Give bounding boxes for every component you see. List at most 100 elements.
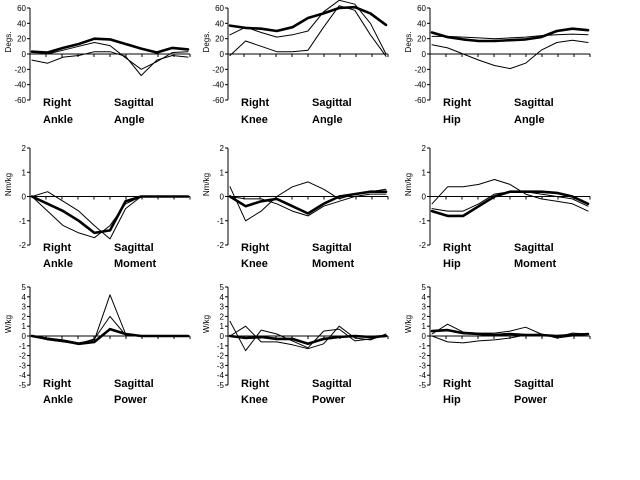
chart-panel: 60 40 20 0 -20 -40 -60 Degs. Right Sagittal Ankle A… — [4, 4, 191, 126]
y-tick-label: 60 — [215, 4, 224, 13]
y-tick-label: 5 — [422, 283, 427, 292]
caption-side: Right — [443, 97, 471, 109]
y-tick-label: 4 — [422, 293, 427, 302]
y-tick-label: -60 — [212, 96, 224, 105]
caption-side: Right — [241, 378, 269, 390]
caption-plane: Sagittal — [514, 378, 554, 390]
series-line-thin — [229, 181, 387, 222]
caption-measure: Moment — [312, 258, 355, 270]
caption-side: Right — [241, 97, 269, 109]
y-tick-label: 0 — [22, 193, 27, 202]
y-axis-label: W/kg — [202, 315, 211, 333]
y-tick-label: 0 — [220, 50, 225, 59]
y-tick-label: -20 — [414, 65, 426, 74]
y-tick-label: -2 — [419, 241, 427, 250]
y-tick-label: -1 — [419, 342, 427, 351]
y-tick-label: 1 — [220, 168, 225, 177]
caption-side: Right — [43, 97, 71, 109]
caption-side: Right — [43, 242, 71, 254]
caption-plane: Sagittal — [114, 242, 154, 254]
y-tick-label: 2 — [22, 144, 27, 153]
series-line-thick — [228, 5, 388, 33]
y-tick-label: -1 — [217, 217, 225, 226]
y-tick-label: -5 — [19, 381, 27, 390]
y-tick-label: 0 — [422, 193, 427, 202]
caption-measure: Angle — [114, 114, 145, 126]
y-tick-label: 3 — [422, 303, 427, 312]
y-tick-label: -1 — [19, 342, 27, 351]
series-line-thin — [229, 5, 387, 57]
chart-panel: 60 40 20 0 -20 -40 -60 Degs. Right Sagittal Hip Ang… — [404, 4, 591, 126]
chart-panel: 2 1 0 -1 -2 Nm/kg Right Sagittal Ankle Moment — [4, 144, 191, 270]
chart-panel: 2 1 0 -1 -2 Nm/kg Right Sagittal Hip Moment — [404, 144, 591, 270]
series-line-thin — [431, 33, 589, 40]
y-tick-label: -40 — [14, 81, 26, 90]
series-line-thin — [229, 0, 387, 55]
y-tick-label: -60 — [14, 96, 26, 105]
y-axis-label: Nm/kg — [202, 173, 211, 196]
y-tick-label: -5 — [217, 381, 225, 390]
series-line-thick — [30, 37, 190, 54]
caption-measure: Moment — [114, 258, 157, 270]
y-tick-label: -20 — [14, 65, 26, 74]
series-line-thick — [430, 190, 590, 218]
y-tick-label: 0 — [220, 193, 225, 202]
caption-joint: Hip — [443, 114, 461, 126]
caption-plane: Sagittal — [312, 97, 352, 109]
y-tick-label: -2 — [419, 352, 427, 361]
series-line-thin — [229, 193, 387, 217]
y-tick-label: 0 — [422, 332, 427, 341]
caption-joint: Ankle — [43, 394, 73, 406]
series-line-thick — [430, 27, 590, 43]
y-axis-label: W/kg — [404, 315, 413, 333]
caption-plane: Sagittal — [312, 378, 352, 390]
series-line-thin — [431, 333, 589, 344]
y-tick-label: -3 — [217, 361, 225, 370]
y-tick-label: 20 — [17, 35, 26, 44]
y-tick-label: 1 — [220, 322, 225, 331]
y-tick-label: 0 — [22, 332, 27, 341]
chart-panel: 2 1 0 -1 -2 Nm/kg Right Sagittal Knee Moment — [202, 144, 389, 270]
y-tick-label: -2 — [19, 241, 27, 250]
y-tick-label: 20 — [417, 35, 426, 44]
caption-side: Right — [241, 242, 269, 254]
series-line-thin — [431, 179, 589, 212]
y-tick-label: 40 — [417, 19, 426, 28]
y-tick-label: -20 — [212, 65, 224, 74]
y-tick-label: 0 — [220, 332, 225, 341]
caption-measure: Angle — [514, 114, 545, 126]
y-tick-label: 40 — [17, 19, 26, 28]
y-tick-label: -3 — [419, 361, 427, 370]
y-tick-label: -4 — [419, 371, 427, 380]
caption-plane: Sagittal — [514, 97, 554, 109]
series-line-thin — [31, 196, 189, 239]
caption-plane: Sagittal — [312, 242, 352, 254]
y-tick-label: -1 — [19, 217, 27, 226]
y-tick-label: -3 — [19, 361, 27, 370]
y-tick-label: 3 — [220, 303, 225, 312]
series-line-thin — [31, 51, 189, 76]
y-tick-label: -40 — [212, 81, 224, 90]
y-tick-label: 4 — [22, 293, 27, 302]
series-line-thin — [431, 39, 589, 70]
y-tick-label: 20 — [215, 35, 224, 44]
y-tick-label: 5 — [220, 283, 225, 292]
caption-plane: Sagittal — [114, 378, 154, 390]
y-axis-label: Degs. — [404, 32, 413, 53]
y-tick-label: -1 — [419, 217, 427, 226]
y-axis-label: W/kg — [4, 315, 13, 333]
caption-joint: Ankle — [43, 114, 73, 126]
y-tick-label: 1 — [422, 168, 427, 177]
series-line-thin — [431, 323, 589, 338]
caption-side: Right — [443, 242, 471, 254]
y-tick-label: -5 — [419, 381, 427, 390]
y-tick-label: 2 — [220, 312, 225, 321]
caption-joint: Hip — [443, 394, 461, 406]
series-line-thin — [31, 315, 189, 345]
y-tick-label: -40 — [414, 81, 426, 90]
caption-measure: Moment — [514, 258, 557, 270]
y-axis-label: Degs. — [202, 32, 211, 53]
